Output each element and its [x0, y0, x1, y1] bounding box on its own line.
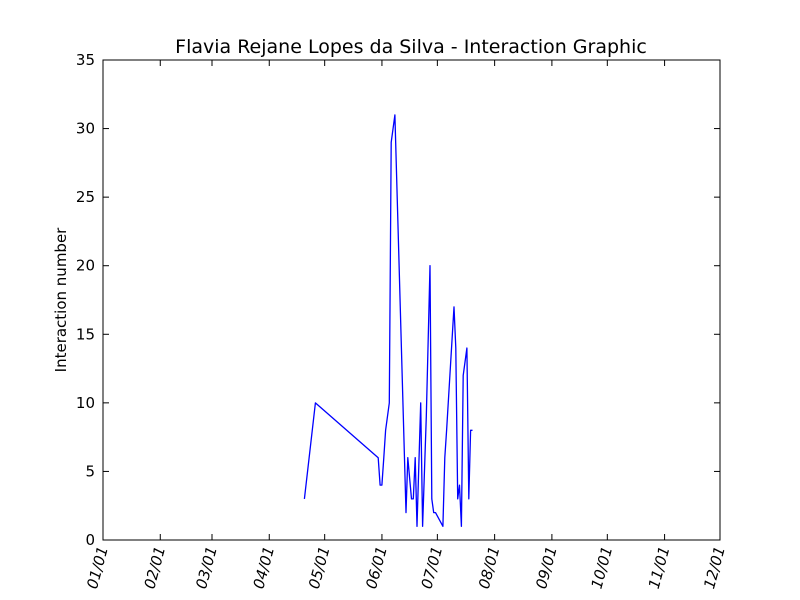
x-tick-label: 10/01: [588, 544, 617, 590]
y-tick-label: 5: [85, 462, 95, 480]
y-axis-label: Interaction number: [52, 227, 70, 373]
y-tick-label: 30: [76, 120, 95, 138]
y-axis-ticks: 0 5 10 15 20 25 30 35: [76, 51, 720, 549]
x-tick-label: 11/01: [645, 544, 674, 590]
x-tick-label: 03/01: [192, 544, 221, 590]
y-tick-label: 15: [76, 325, 95, 343]
x-tick-label: 05/01: [305, 544, 334, 590]
x-tick-label: 08/01: [475, 544, 504, 590]
series-line: [303, 114, 473, 527]
x-tick-label: 09/01: [532, 544, 561, 590]
x-tick-label: 02/01: [141, 544, 170, 590]
x-tick-label: 04/01: [250, 544, 279, 590]
y-tick-label: 25: [76, 188, 95, 206]
plot-frame: [102, 59, 721, 541]
y-tick-label: 20: [76, 257, 95, 275]
x-axis-ticks: 01/01 02/01 03/01 04/01 05/01 06/01 07/01 08/01…: [83, 60, 729, 591]
x-tick-label: 12/01: [700, 544, 729, 590]
x-tick-label: 01/01: [83, 544, 112, 590]
x-tick-label: 06/01: [362, 544, 391, 590]
x-tick-label: 07/01: [418, 544, 447, 590]
chart-title: Flavia Rejane Lopes da Silva - Interacti…: [175, 36, 647, 58]
plot-area: [303, 114, 473, 527]
y-tick-label: 35: [76, 51, 95, 69]
y-tick-label: 0: [85, 531, 95, 549]
y-tick-label: 10: [76, 394, 95, 412]
